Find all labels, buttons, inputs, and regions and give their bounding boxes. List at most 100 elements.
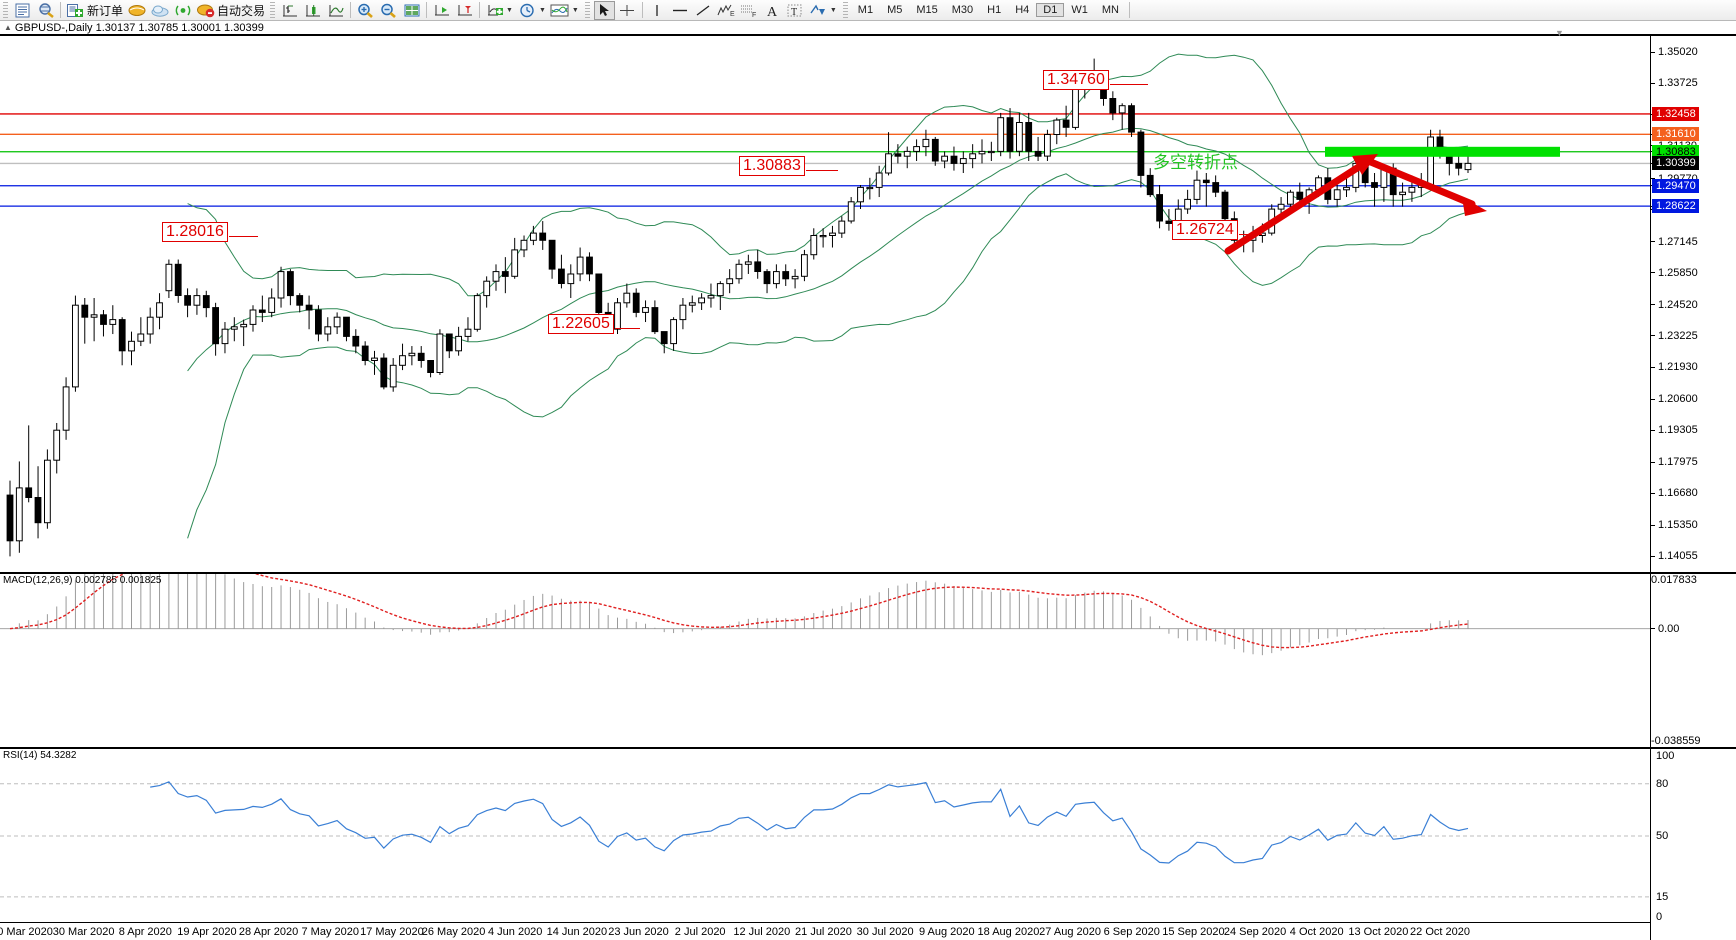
support-zone-highlight[interactable]	[1325, 146, 1560, 157]
timeframe-m1-button[interactable]: M1	[857, 4, 874, 16]
tile-windows-icon[interactable]	[401, 1, 422, 20]
indicators-dropdown-icon[interactable]: ▼	[506, 6, 513, 14]
candle	[716, 281, 724, 311]
candle	[389, 358, 397, 392]
candle	[6, 480, 14, 557]
elliott-wave-icon[interactable]: E	[716, 1, 737, 20]
expert-advisor-icon[interactable]	[126, 1, 147, 20]
annotation-low-1[interactable]: 1.22605	[548, 314, 614, 334]
period-icon[interactable]	[517, 1, 538, 20]
date-tick-label: 2 Jul 2020	[674, 926, 726, 938]
candle	[44, 449, 51, 529]
candle	[277, 266, 285, 308]
date-tick-label: 7 May 2020	[301, 926, 359, 938]
text-icon[interactable]: A	[762, 1, 783, 20]
macd-canvas[interactable]	[0, 574, 1736, 747]
price-chart-canvas[interactable]: 1.34760 1.30883 1.28016 1.22605 1.26724 多空转折点	[0, 36, 1736, 572]
data-window-icon[interactable]	[35, 1, 56, 20]
line-chart-icon[interactable]	[325, 1, 346, 20]
collapse-triangle-icon[interactable]: ▲	[4, 23, 12, 32]
macd-axis[interactable]: 0.017833 0.00 -0.038559	[1650, 574, 1736, 747]
rsi-axis[interactable]: 100 80 50 15 0	[1650, 749, 1736, 940]
templates-dropdown-icon[interactable]: ▼	[571, 6, 579, 14]
rsi-tick-label: 0	[1656, 911, 1663, 923]
resistance-level-2-badge[interactable]: 1.31610	[1652, 127, 1699, 142]
date-tick-label: 21 Jul 2020	[795, 926, 852, 938]
candle	[455, 326, 463, 356]
downtrend-arrow[interactable]	[1362, 156, 1476, 208]
period-dropdown-icon[interactable]: ▼	[538, 6, 546, 14]
timeframe-h1-button[interactable]: H1	[987, 4, 1002, 16]
cursor-icon[interactable]	[593, 0, 615, 20]
terminal-icon[interactable]	[12, 1, 33, 20]
candle	[1380, 167, 1388, 202]
candle	[539, 221, 547, 250]
timeframe-m5-button[interactable]: M5	[887, 4, 903, 16]
rsi-tick: 0	[1651, 911, 1662, 923]
cloud-icon[interactable]	[149, 1, 170, 20]
toolbar-grip[interactable]	[3, 1, 8, 19]
signals-icon[interactable]	[172, 1, 193, 20]
annotation-level-1[interactable]: 1.30883	[739, 156, 805, 176]
new-order-label[interactable]: 新订单	[87, 3, 124, 18]
timeframe-mn-button[interactable]: MN	[1101, 4, 1119, 16]
indicators-icon[interactable]	[484, 1, 505, 20]
bollinger-band-middle	[187, 127, 1469, 372]
uptrend-arrow[interactable]	[1224, 157, 1372, 255]
resistance-level-badge[interactable]: 1.32458	[1652, 106, 1699, 121]
crosshair-icon[interactable]	[617, 1, 638, 20]
timeframe-h4-button[interactable]: H4	[1015, 4, 1030, 16]
timeframe-d1-button[interactable]: D1	[1036, 3, 1065, 17]
templates-icon[interactable]	[550, 1, 571, 20]
candle	[735, 259, 743, 284]
new-order-icon[interactable]	[65, 1, 86, 20]
bar-chart-icon[interactable]	[279, 1, 300, 20]
zoom-in-icon[interactable]	[355, 1, 376, 20]
support-green-badge[interactable]: 1.30883	[1652, 144, 1699, 159]
date-tick-label: 28 Apr 2020	[238, 926, 299, 938]
annotation-low-2[interactable]: 1.26724	[1172, 220, 1238, 240]
trendline-icon[interactable]	[693, 1, 714, 20]
auto-scroll-icon[interactable]	[454, 1, 475, 20]
rsi-canvas[interactable]	[0, 749, 1736, 940]
timeframe-m30-button[interactable]: M30	[951, 4, 974, 16]
chart-shift-marker-icon[interactable]: ▼	[1555, 28, 1564, 38]
shapes-icon[interactable]	[808, 1, 829, 20]
horizontal-line-icon[interactable]	[670, 1, 691, 20]
candle	[90, 297, 98, 342]
fibonacci-icon[interactable]: F	[739, 1, 760, 20]
macd-pane[interactable]: MACD(12,26,9) 0.002785 0.001825 0.017833…	[0, 572, 1736, 747]
support-blue-badge[interactable]: 1.29470	[1652, 178, 1699, 193]
autotrading-label[interactable]: 自动交易	[217, 3, 266, 18]
vertical-line-icon[interactable]	[647, 1, 668, 20]
zoom-out-icon[interactable]	[378, 1, 399, 20]
price-chart-pane[interactable]: 1.34760 1.30883 1.28016 1.22605 1.26724 多空转折点…	[0, 28, 1736, 572]
annotation-level-2[interactable]: 1.28016	[162, 222, 228, 242]
text-label-icon[interactable]: T	[785, 1, 806, 20]
date-tick-label: 30 Jul 2020	[856, 926, 914, 938]
price-axis[interactable]: 1.350201.337251.324581.316101.311301.308…	[1650, 36, 1736, 572]
candle	[287, 269, 294, 306]
timeframe-m15-button[interactable]: M15	[916, 4, 938, 16]
shapes-dropdown-icon[interactable]: ▼	[829, 6, 837, 14]
candle	[1146, 168, 1154, 198]
candlestick-chart-icon[interactable]	[302, 1, 323, 20]
chart-shift-icon[interactable]	[431, 1, 452, 20]
chinese-annotation-note[interactable]: 多空转折点	[1153, 153, 1238, 173]
candle	[548, 239, 556, 279]
candle	[343, 316, 350, 342]
toolbar-grip-3[interactable]	[584, 1, 590, 19]
candle	[847, 197, 855, 224]
support-blue-2-badge[interactable]: 1.28622	[1652, 199, 1699, 214]
candle	[1455, 156, 1463, 176]
timeframe-w1-button[interactable]: W1	[1071, 4, 1088, 16]
annotation-high-1[interactable]: 1.34760	[1043, 70, 1109, 90]
candle	[146, 307, 154, 344]
toolbar-grip-2[interactable]	[270, 1, 276, 19]
last-price-badge[interactable]: 1.30399	[1652, 156, 1699, 171]
candle	[688, 295, 696, 313]
autotrading-icon[interactable]	[195, 1, 216, 20]
toolbar-grip-4[interactable]	[842, 1, 848, 19]
